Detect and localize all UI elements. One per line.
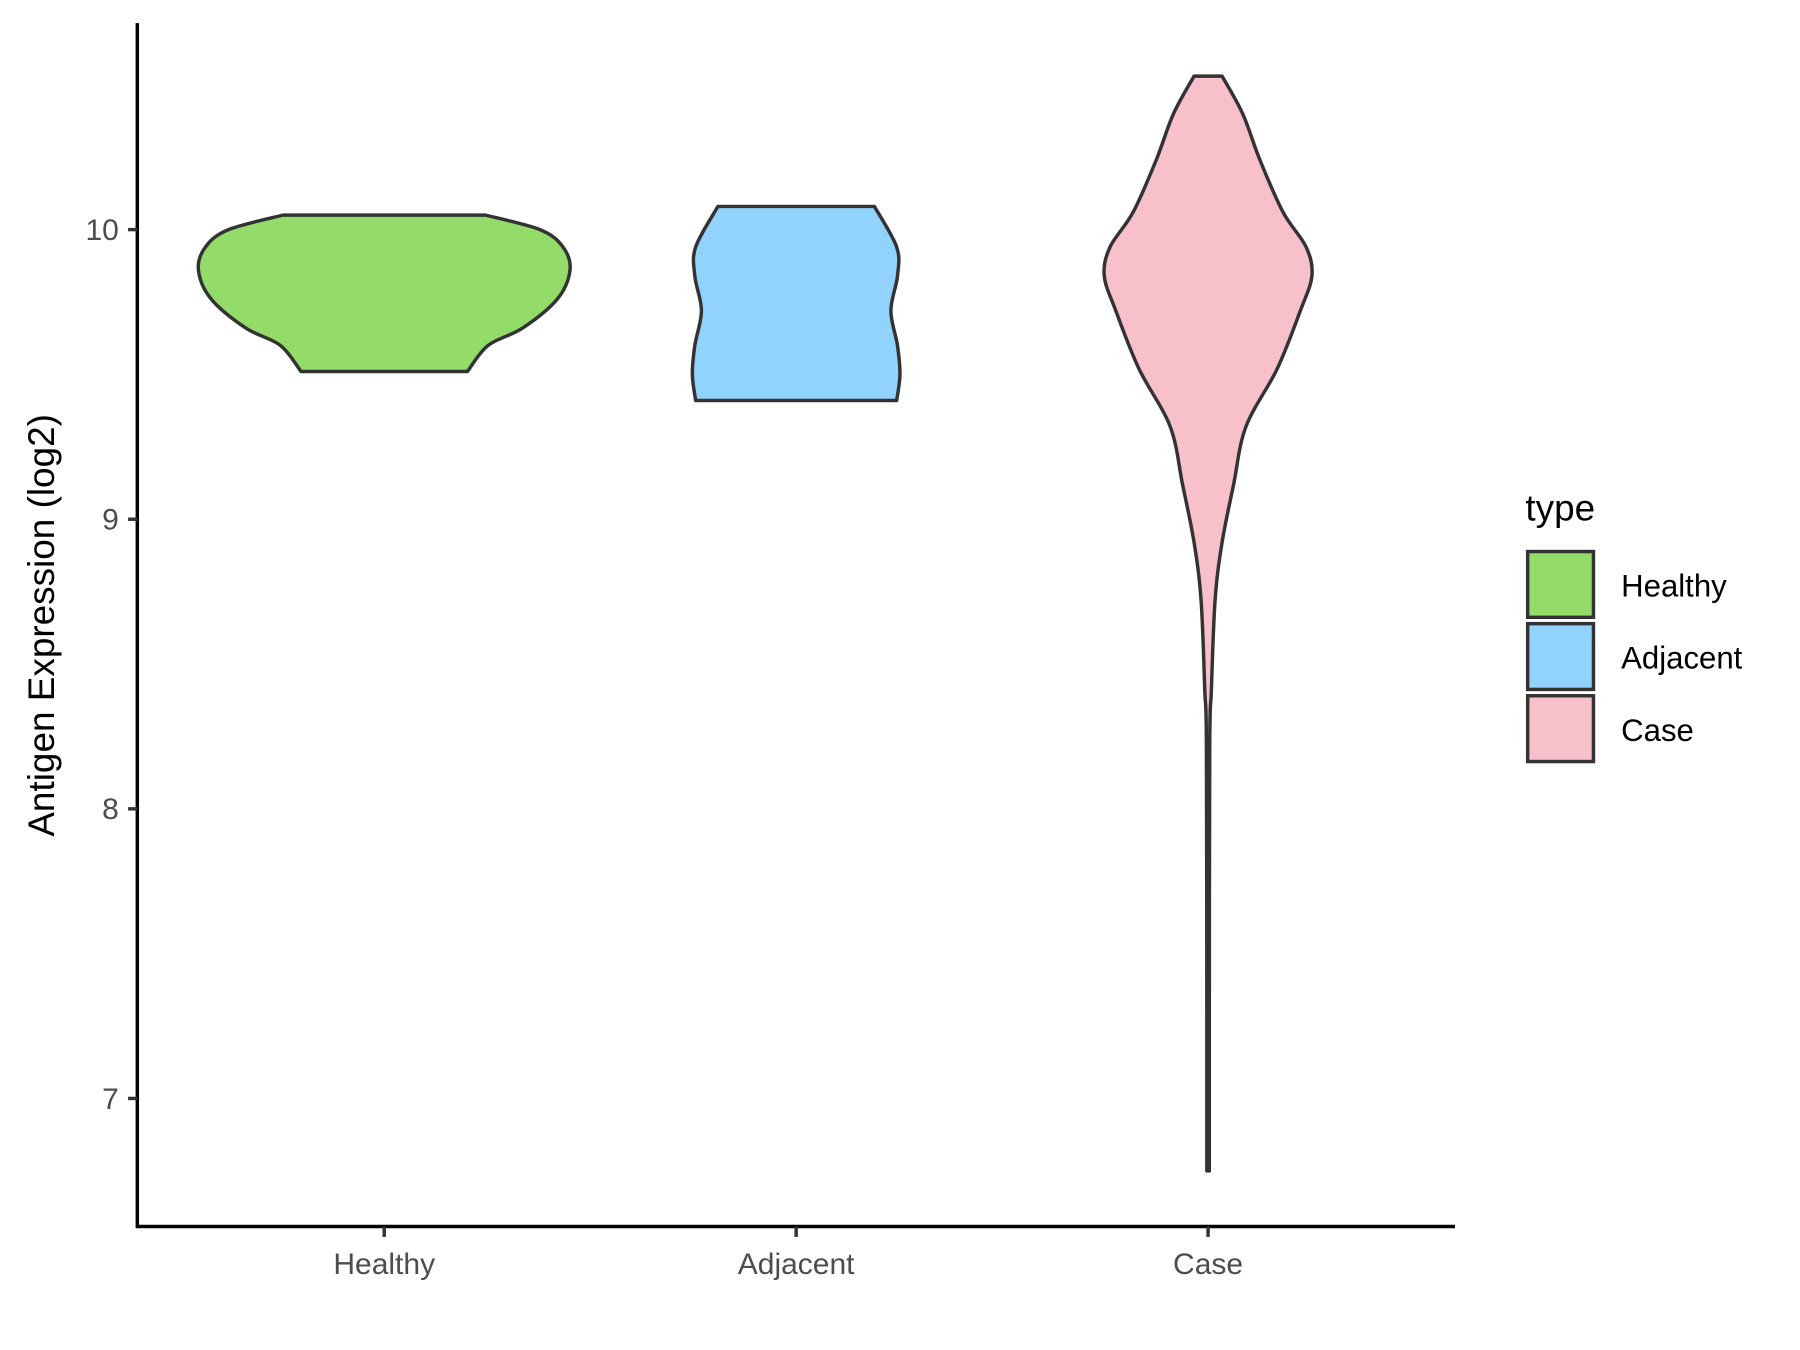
legend-label: Case [1621,713,1694,748]
violin-case [1102,74,1314,1173]
legend-key-case [1525,694,1596,764]
violin-adjacent [690,204,902,403]
x-ticks: Healthy Adjacent Case [333,1226,1243,1281]
legend-key-healthy [1525,549,1596,620]
legend: type Healthy Adjacent Case [1525,487,1743,764]
legend-title: type [1525,487,1595,528]
legend-label: Healthy [1621,569,1727,604]
legend-label: Adjacent [1621,641,1743,676]
y-tick-label: 8 [102,793,119,826]
y-tick-label: 10 [85,214,118,247]
y-tick-label: 7 [102,1083,119,1116]
y-axis-label: Antigen Expression (log2) [21,414,62,837]
x-tick-label: Adjacent [738,1248,855,1281]
x-tick-label: Healthy [333,1248,435,1281]
legend-key-adjacent [1525,621,1596,692]
y-tick-label: 9 [102,504,119,537]
violins [196,74,1314,1173]
violin-healthy [196,213,572,374]
y-ticks: 7 8 9 10 [85,214,138,1116]
x-tick-label: Case [1173,1248,1243,1281]
